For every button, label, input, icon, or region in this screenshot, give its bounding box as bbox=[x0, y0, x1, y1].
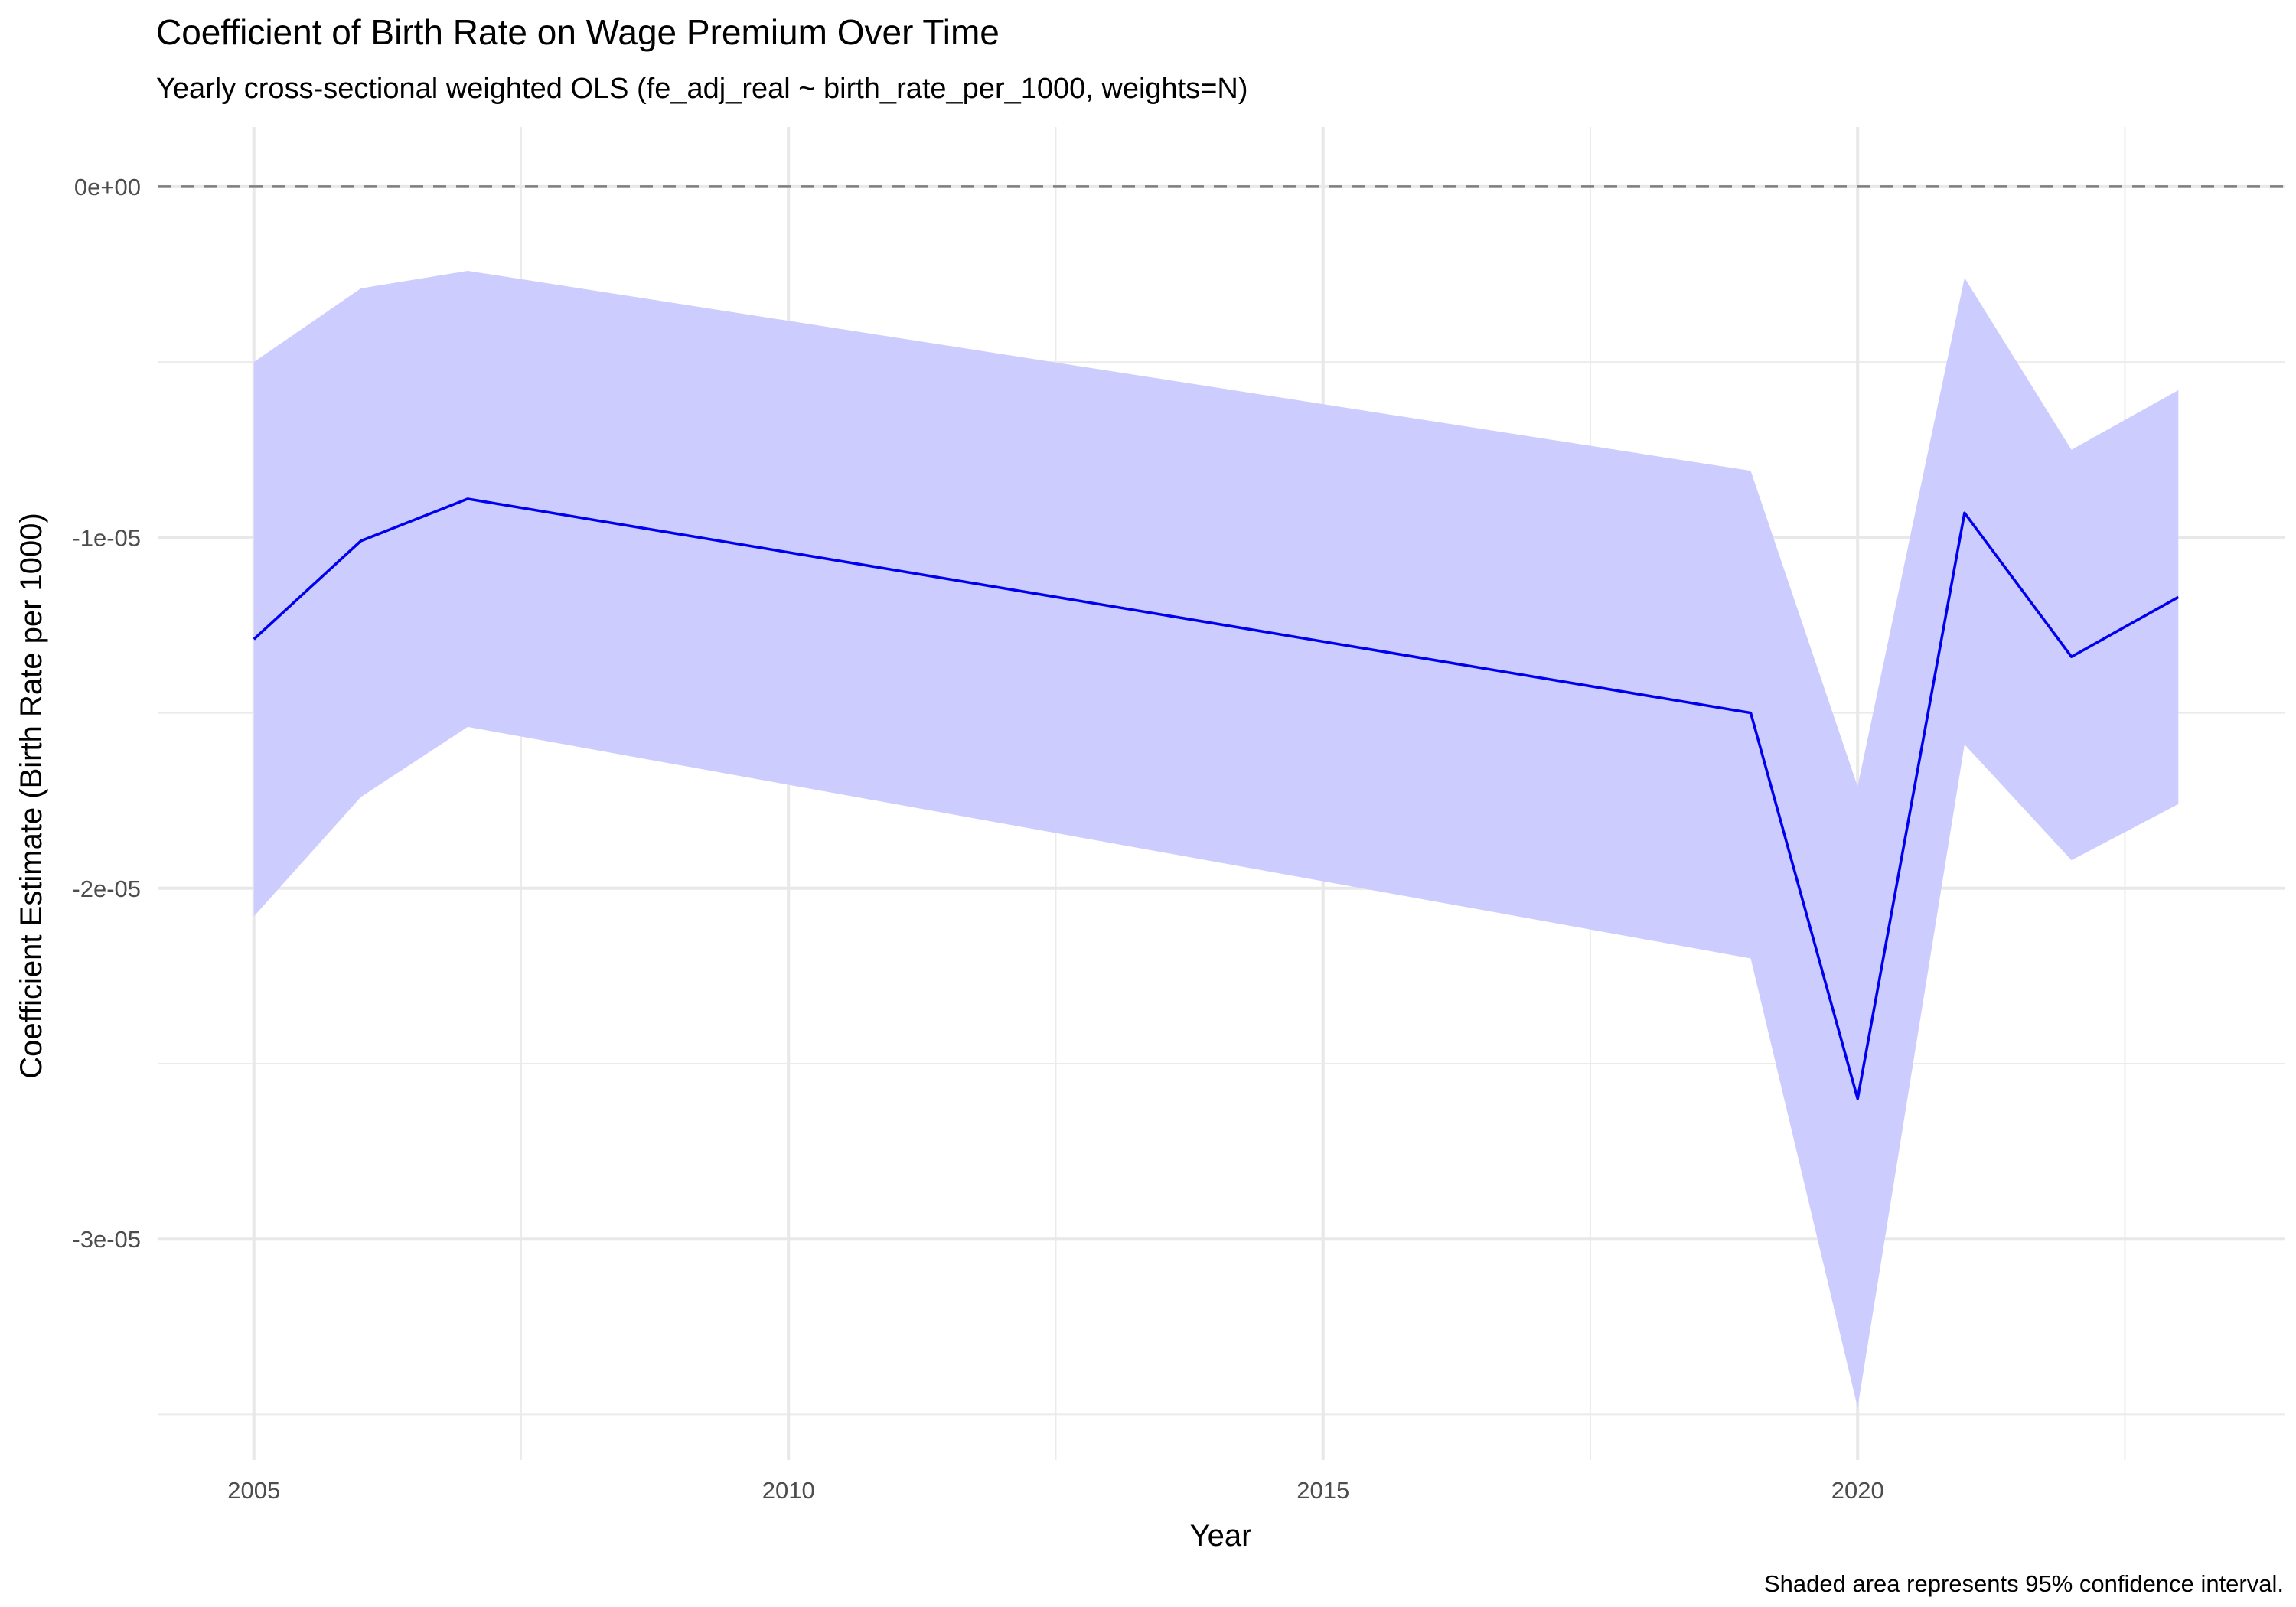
y-axis-title: Coefficient Estimate (Birth Rate per 100… bbox=[15, 513, 48, 1079]
chart-title: Coefficient of Birth Rate on Wage Premiu… bbox=[156, 12, 1000, 52]
x-tick-label-2: 2015 bbox=[1296, 1477, 1349, 1504]
chart-caption: Shaded area represents 95% confidence in… bbox=[1764, 1570, 2284, 1597]
y-tick-label-3: -3e-05 bbox=[72, 1226, 141, 1253]
y-tick-label-0: 0e+00 bbox=[74, 174, 141, 200]
chart-subtitle: Yearly cross-sectional weighted OLS (fe_… bbox=[156, 73, 1248, 105]
y-tick-label-2: -2e-05 bbox=[72, 875, 141, 902]
confidence-ribbon-layer bbox=[253, 270, 2179, 1408]
x-tick-labels: 2005 2010 2015 2020 bbox=[227, 1477, 1883, 1504]
confidence-ribbon-0 bbox=[253, 270, 2179, 1408]
x-tick-label-1: 2010 bbox=[762, 1477, 815, 1504]
series-line-layer bbox=[253, 497, 2180, 1100]
x-tick-label-3: 2020 bbox=[1831, 1477, 1884, 1504]
y-tick-label-1: -1e-05 bbox=[72, 524, 141, 551]
x-axis-title: Year bbox=[1190, 1519, 1252, 1553]
coefficient-line-0 bbox=[253, 497, 2180, 1100]
x-tick-label-0: 2005 bbox=[227, 1477, 280, 1504]
y-tick-labels: 0e+00 -1e-05 -2e-05 -3e-05 bbox=[72, 174, 141, 1253]
